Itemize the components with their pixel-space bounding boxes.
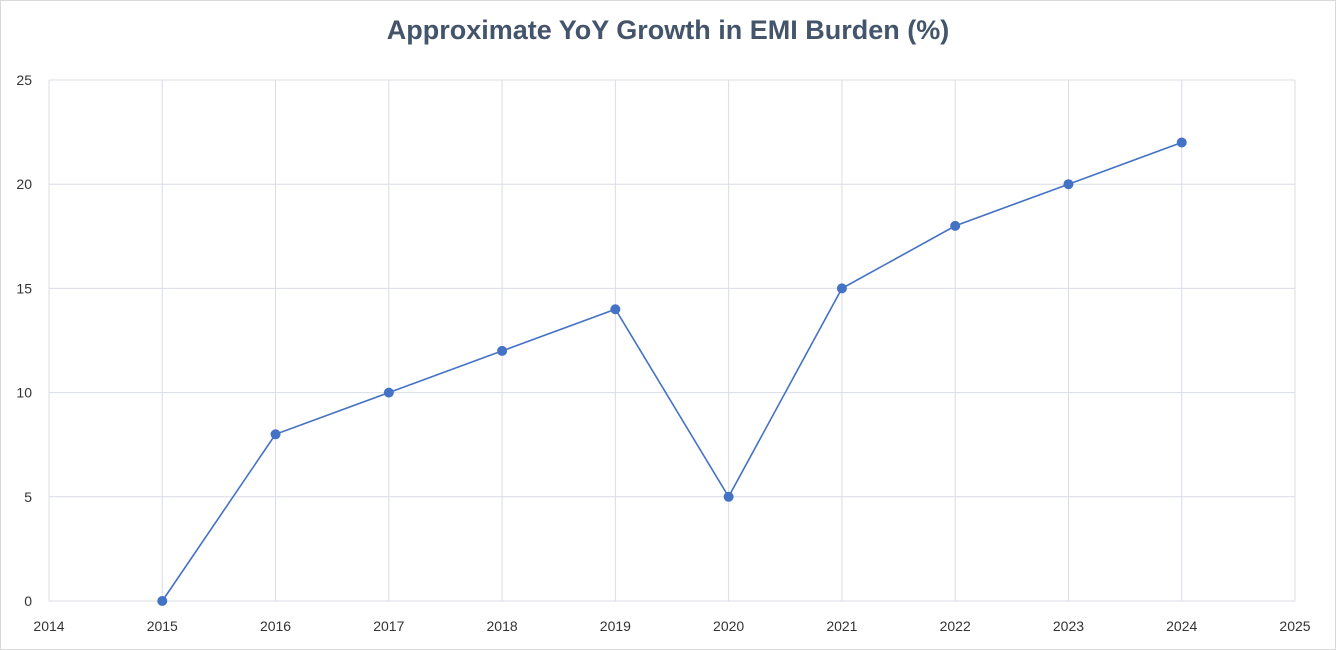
x-tick-label: 2019 [600,618,631,634]
chart-title: Approximate YoY Growth in EMI Burden (%) [386,15,950,45]
data-point [383,387,394,398]
x-tick-label: 2023 [1053,618,1084,634]
x-tick-label: 2024 [1166,618,1197,634]
x-tick-label: 2017 [373,618,404,634]
data-point [1063,179,1074,190]
y-tick-label: 10 [16,385,32,401]
x-tick-label: 2016 [260,618,291,634]
y-axis-tick-labels: 0 5 10 15 20 25 [16,72,32,609]
data-point [497,345,508,356]
y-tick-label: 25 [16,72,32,88]
data-point [1176,137,1187,148]
x-tick-label: 2018 [487,618,518,634]
x-tick-label: 2021 [826,618,857,634]
grid-lines [48,79,1296,602]
x-tick-label: 2022 [940,618,971,634]
x-tick-label: 2015 [147,618,178,634]
data-point [950,220,961,231]
x-tick-label: 2014 [33,618,64,634]
y-tick-label: 15 [16,280,32,296]
x-axis-tick-labels: 2014 2015 2016 2017 2018 2019 2020 2021 2022 2023… [33,618,1310,634]
data-point [610,304,621,315]
series-layer [157,137,1187,606]
data-point [157,596,168,606]
x-tick-label: 2020 [713,618,744,634]
data-point [270,429,281,440]
x-tick-label: 2025 [1279,618,1310,634]
y-tick-label: 0 [24,593,32,609]
data-point [723,491,734,502]
y-tick-label: 20 [16,176,32,192]
series-line [161,141,1182,602]
data-point [836,283,847,294]
y-tick-label: 5 [24,489,32,505]
